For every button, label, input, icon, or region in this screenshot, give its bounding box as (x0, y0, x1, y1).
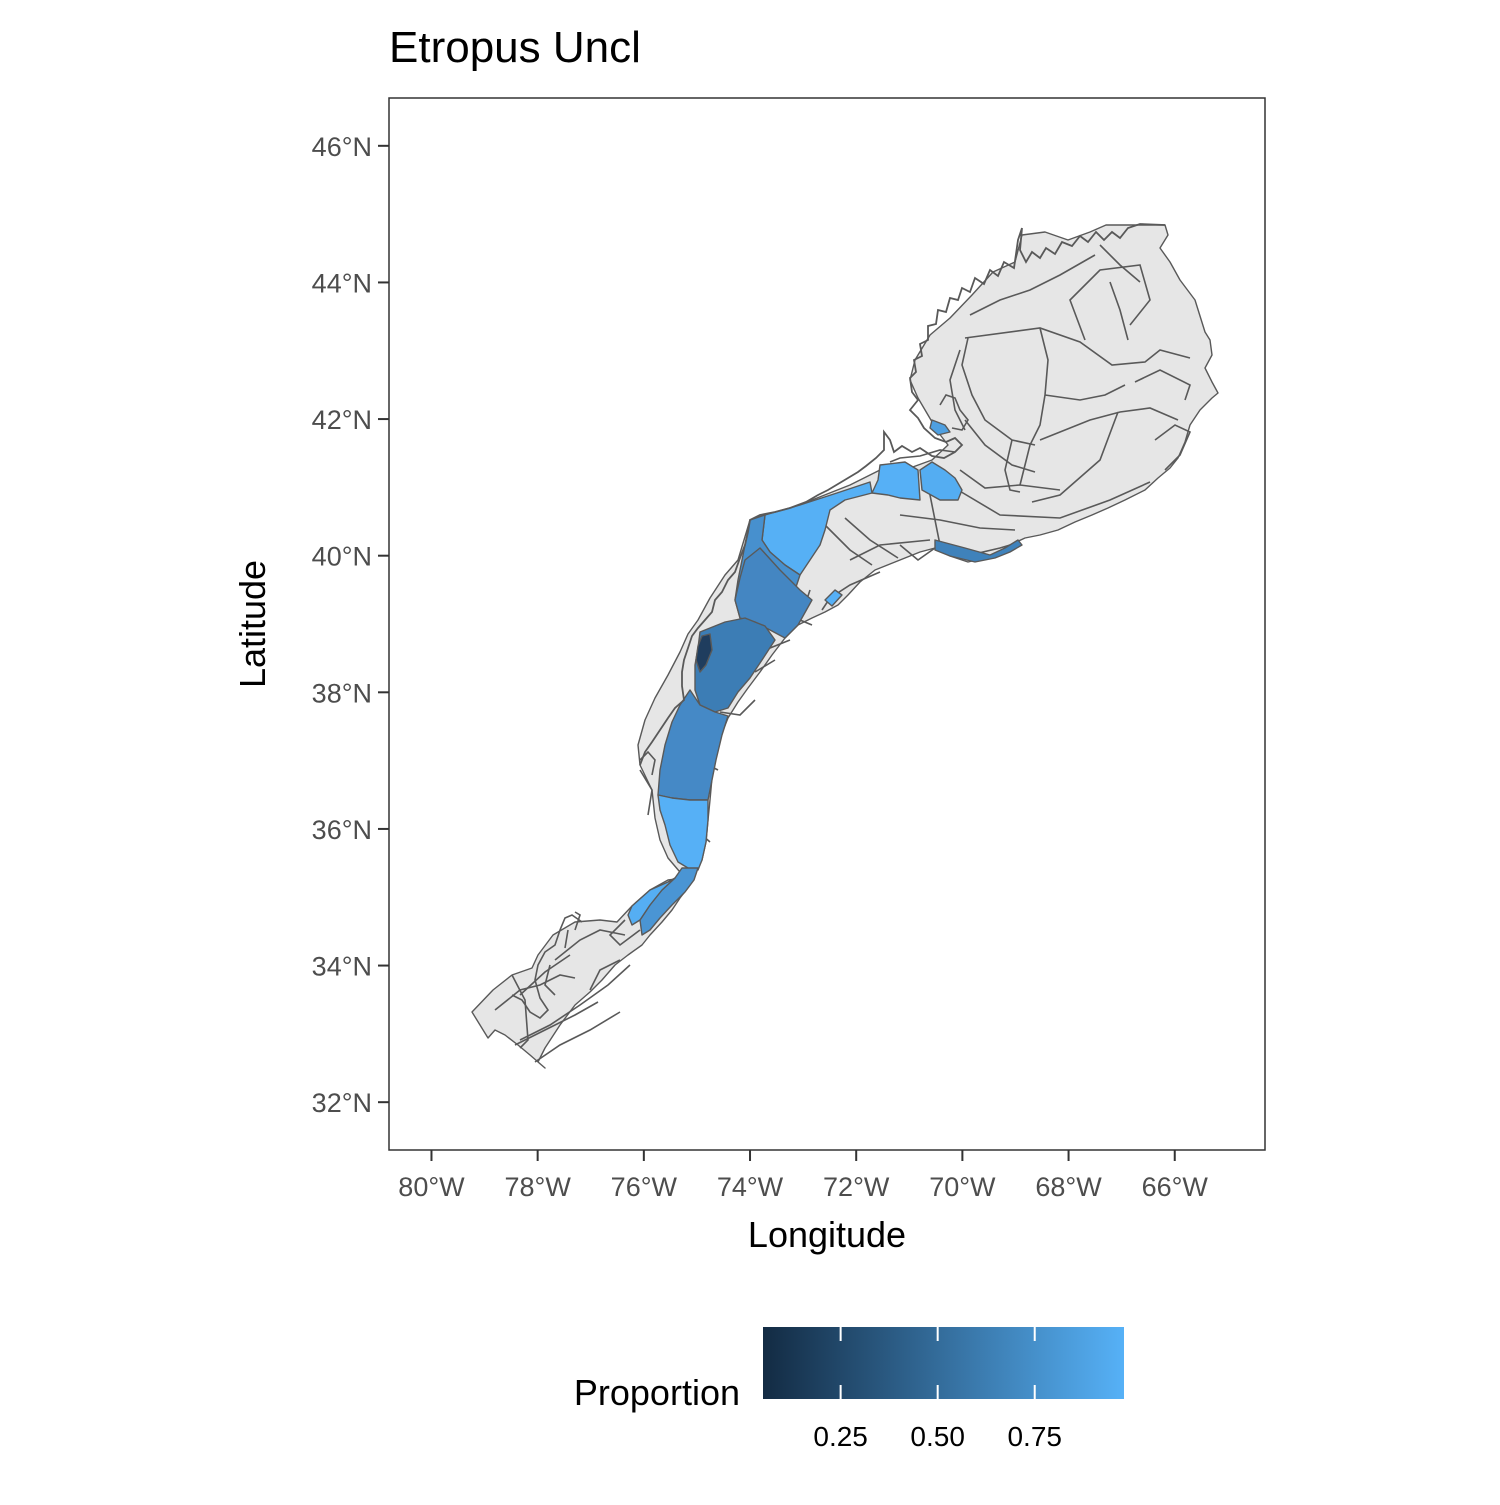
y-axis: 32°N 34°N 36°N 38°N 40°N 42°N 44°N 46°N (312, 132, 389, 1118)
y-tick-label: 44°N (312, 268, 372, 298)
legend: Proportion 0.25 0.50 0.75 (574, 1327, 1124, 1452)
cape-cod (939, 394, 969, 431)
x-axis-title: Longitude (748, 1214, 906, 1255)
coastline (639, 223, 1166, 766)
legend-tick-label: 0.50 (910, 1421, 965, 1452)
x-tick-label: 70°W (929, 1172, 996, 1202)
legend-title: Proportion (574, 1372, 740, 1413)
y-tick-label: 40°N (312, 542, 372, 572)
map-layer (471, 223, 1219, 1069)
chart-title: Etropus Uncl (389, 23, 641, 72)
legend-colorbar (763, 1327, 1124, 1399)
long-island (889, 449, 956, 463)
pamlico-sound (639, 750, 656, 776)
carolina-coast (511, 914, 583, 1020)
carolina-estuary (544, 911, 581, 996)
y-tick-label: 34°N (312, 952, 372, 982)
x-tick-label: 68°W (1035, 1172, 1102, 1202)
stratum-north-carolina-north (657, 794, 709, 871)
stratum-southern-new-england-inner (871, 461, 921, 501)
stratum-georges-bank-south (934, 539, 1023, 563)
stratum-boundaries (494, 244, 1192, 1063)
stratum-nantucket-shoals (929, 419, 951, 436)
y-tick-label: 38°N (312, 678, 372, 708)
x-tick-label: 76°W (611, 1172, 678, 1202)
y-axis-title: Latitude (232, 560, 273, 688)
x-tick-label: 80°W (398, 1172, 465, 1202)
stratum-raleigh-bay (627, 877, 676, 926)
stratum-chesapeake-mouth (695, 633, 713, 673)
y-tick-label: 46°N (312, 132, 372, 162)
legend-tick-label: 0.25 (813, 1421, 868, 1452)
legend-tick-label: 0.75 (1007, 1421, 1062, 1452)
stratum-southern-new-england-mid (919, 461, 963, 501)
stratum-delmarva-mid (734, 547, 813, 639)
x-tick-label: 66°W (1142, 1172, 1209, 1202)
x-tick-label: 78°W (504, 1172, 571, 1202)
stratum-new-york-bight-edge (824, 589, 843, 607)
y-tick-label: 42°N (312, 405, 372, 435)
x-tick-label: 74°W (717, 1172, 784, 1202)
y-tick-label: 36°N (312, 815, 372, 845)
x-axis: 80°W 78°W 76°W 74°W 72°W 70°W 68°W 66°W (398, 1150, 1208, 1202)
stratum-delmarva-inner (694, 617, 776, 713)
x-tick-label: 72°W (823, 1172, 890, 1202)
panel-border (388, 97, 1266, 1151)
legend-ticks: 0.25 0.50 0.75 (813, 1327, 1062, 1452)
y-tick-label: 32°N (312, 1088, 372, 1118)
